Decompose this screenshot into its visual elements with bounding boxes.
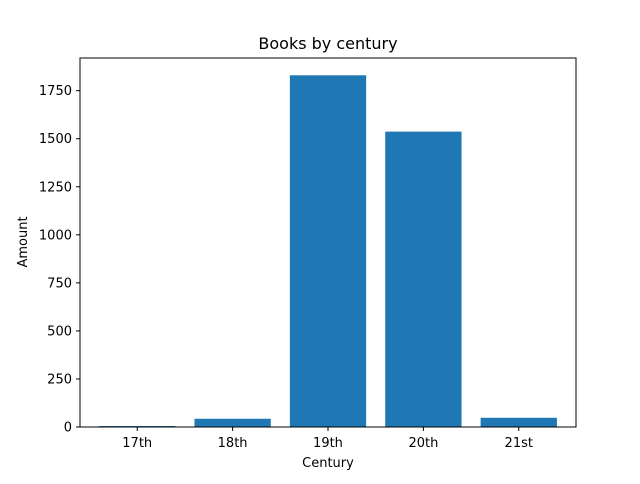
- chart-title: Books by century: [258, 34, 397, 53]
- x-tick-label: 17th: [122, 436, 152, 451]
- y-tick-label: 0: [64, 421, 72, 436]
- x-axis-label: Century: [302, 456, 354, 471]
- x-tick-label: 18th: [218, 436, 248, 451]
- y-axis-label: Amount: [16, 216, 31, 267]
- bar-19th: [289, 75, 367, 428]
- bars-layer: [99, 75, 557, 428]
- bar-21st: [480, 417, 557, 427]
- x-tick-label: 20th: [408, 436, 438, 451]
- plot-frame: [79, 57, 577, 428]
- y-tick-label: 1500: [39, 132, 72, 147]
- y-tick-label: 1000: [39, 228, 72, 243]
- bar-18th: [194, 418, 271, 427]
- y-axis-ticks: 0 250 500 750 1000 1250 1500 1750: [39, 84, 80, 436]
- x-tick-label: 21st: [505, 436, 533, 451]
- y-tick-label: 750: [47, 276, 72, 291]
- x-axis-ticks: 17th 18th 19th 20th 21st: [122, 427, 533, 451]
- y-tick-label: 250: [47, 372, 72, 387]
- y-tick-label: 500: [47, 324, 72, 339]
- y-tick-label: 1250: [39, 180, 72, 195]
- y-tick-label: 1750: [39, 84, 72, 99]
- bar-20th: [385, 131, 462, 428]
- x-tick-label: 19th: [313, 436, 343, 451]
